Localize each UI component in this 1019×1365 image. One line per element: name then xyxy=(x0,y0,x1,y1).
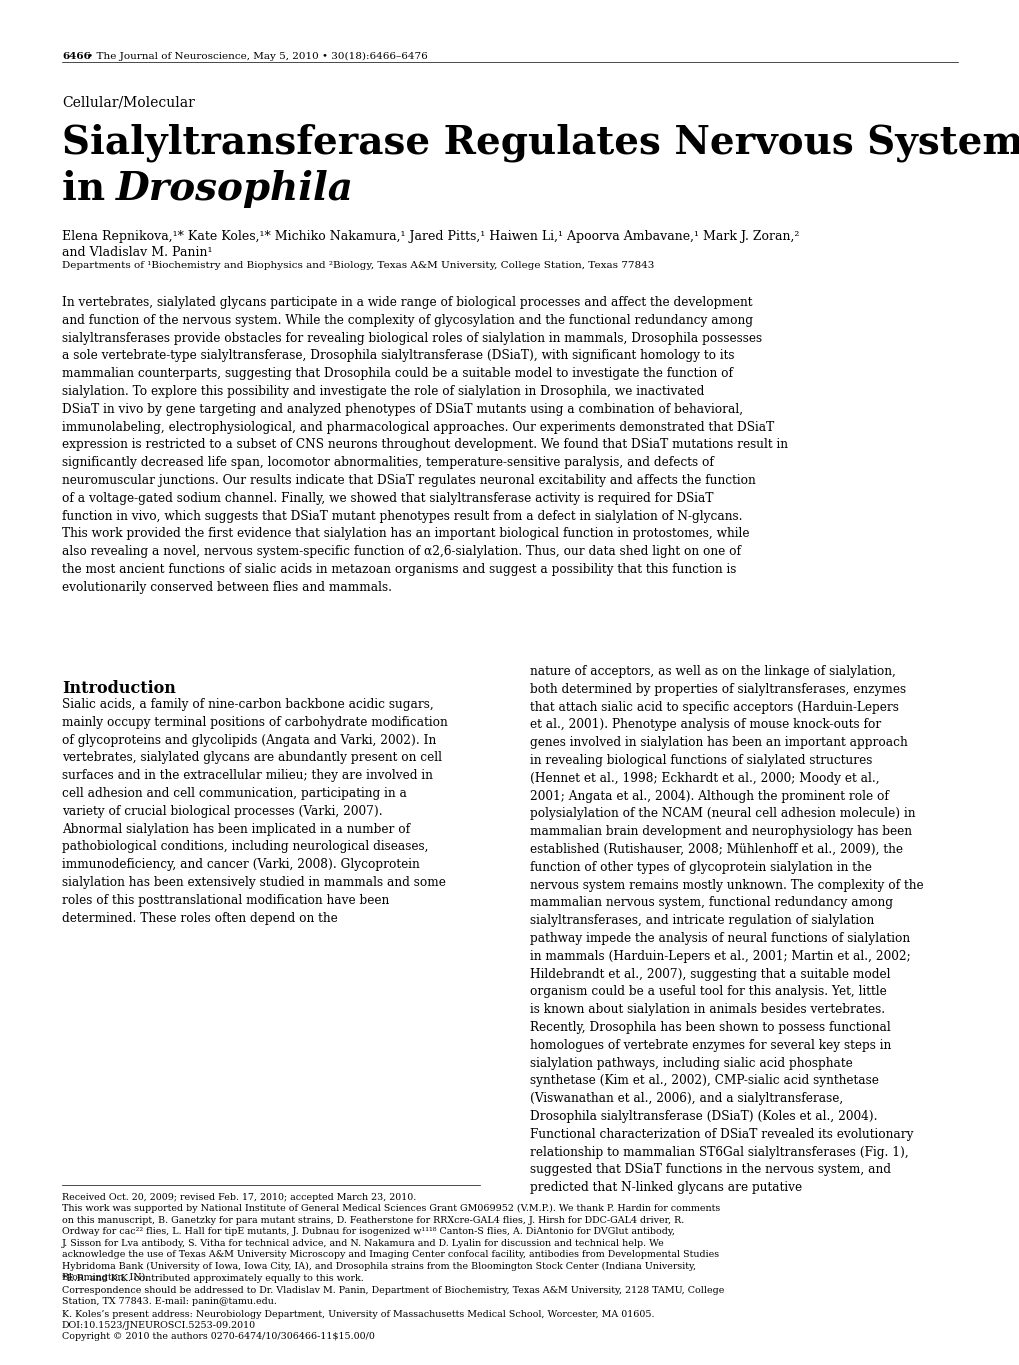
Text: • The Journal of Neuroscience, May 5, 2010 • 30(18):6466–6476: • The Journal of Neuroscience, May 5, 20… xyxy=(84,52,427,61)
Text: Cellular/Molecular: Cellular/Molecular xyxy=(62,96,195,111)
Text: 6466: 6466 xyxy=(62,52,91,61)
Text: nature of acceptors, as well as on the linkage of sialylation,
both determined b: nature of acceptors, as well as on the l… xyxy=(530,665,923,1194)
Text: Sialic acids, a family of nine-carbon backbone acidic sugars,
mainly occupy term: Sialic acids, a family of nine-carbon ba… xyxy=(62,698,447,924)
Text: and Vladislav M. Panin¹: and Vladislav M. Panin¹ xyxy=(62,246,212,259)
Text: K. Koles’s present address: Neurobiology Department, University of Massachusetts: K. Koles’s present address: Neurobiology… xyxy=(62,1310,654,1319)
Text: This work was supported by National Institute of General Medical Sciences Grant : This work was supported by National Inst… xyxy=(62,1204,719,1282)
Text: Drosophila: Drosophila xyxy=(116,171,354,207)
Text: Received Oct. 20, 2009; revised Feb. 17, 2010; accepted March 23, 2010.: Received Oct. 20, 2009; revised Feb. 17,… xyxy=(62,1193,416,1203)
Text: In vertebrates, sialylated glycans participate in a wide range of biological pro: In vertebrates, sialylated glycans parti… xyxy=(62,296,788,594)
Text: Correspondence should be addressed to Dr. Vladislav M. Panin, Department of Bioc: Correspondence should be addressed to Dr… xyxy=(62,1286,723,1306)
Text: Sialyltransferase Regulates Nervous System Function: Sialyltransferase Regulates Nervous Syst… xyxy=(62,124,1019,162)
Text: Departments of ¹Biochemistry and Biophysics and ²Biology, Texas A&M University, : Departments of ¹Biochemistry and Biophys… xyxy=(62,261,654,270)
Text: Elena Repnikova,¹* Kate Koles,¹* Michiko Nakamura,¹ Jared Pitts,¹ Haiwen Li,¹ Ap: Elena Repnikova,¹* Kate Koles,¹* Michiko… xyxy=(62,229,799,243)
Text: *E.R. and K.K. contributed approximately equally to this work.: *E.R. and K.K. contributed approximately… xyxy=(62,1275,364,1283)
Text: DOI:10.1523/JNEUROSCI.5253-09.2010: DOI:10.1523/JNEUROSCI.5253-09.2010 xyxy=(62,1321,256,1330)
Text: in: in xyxy=(62,171,118,207)
Text: Introduction: Introduction xyxy=(62,680,175,698)
Text: Copyright © 2010 the authors 0270-6474/10/306466-11$15.00/0: Copyright © 2010 the authors 0270-6474/1… xyxy=(62,1332,375,1342)
